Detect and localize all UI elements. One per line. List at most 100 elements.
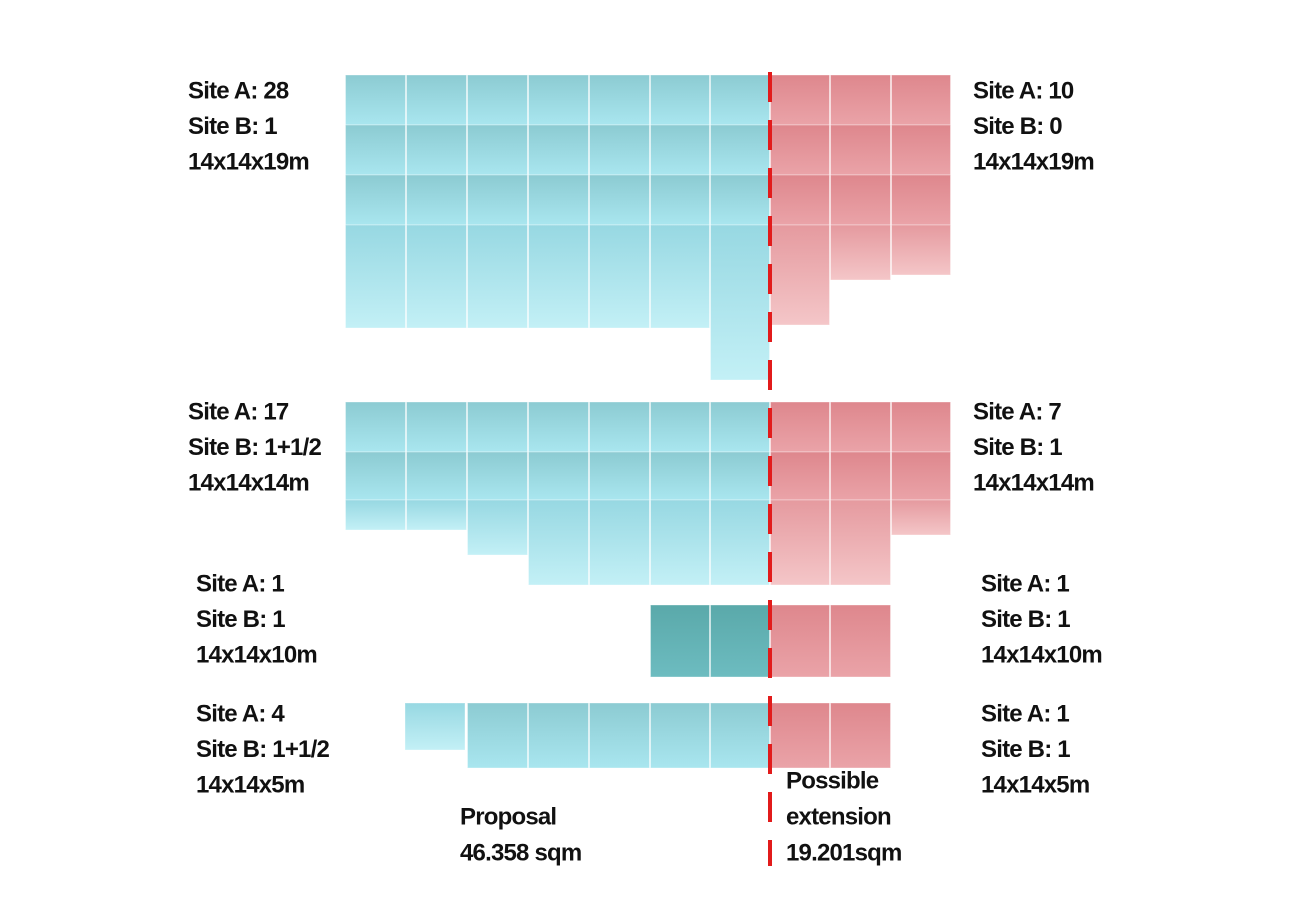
right-label: Site A: 1 <box>981 700 1069 727</box>
foam-block <box>589 702 650 769</box>
foam-block <box>770 499 830 586</box>
foam-block <box>528 74 589 126</box>
foam-block <box>650 224 710 329</box>
extension-label: Possible <box>786 767 879 794</box>
foam-block <box>528 224 589 329</box>
foam-block <box>830 224 891 281</box>
foam-block <box>528 499 589 586</box>
foam-block <box>891 451 951 501</box>
foam-block <box>830 451 891 501</box>
foam-block <box>710 124 770 176</box>
left-label: Site A: 4 <box>196 700 285 727</box>
extension-label: 19.201sqm <box>786 839 902 866</box>
foam-block <box>467 702 528 769</box>
foam-block <box>650 124 710 176</box>
foam-block <box>710 401 770 453</box>
foam-block <box>830 401 891 453</box>
foam-block <box>650 604 710 678</box>
foam-block <box>650 174 710 226</box>
foam-block <box>830 124 891 176</box>
foam-block <box>345 451 406 501</box>
foam-block <box>710 451 770 501</box>
foam-block <box>830 74 891 126</box>
foam-block <box>345 174 406 226</box>
left-label: 14x14x19m <box>188 148 309 175</box>
foam-block <box>710 74 770 126</box>
foam-block <box>589 74 650 126</box>
foam-block <box>345 401 406 453</box>
left-label: 14x14x14m <box>188 469 309 496</box>
foam-block <box>891 401 951 453</box>
foam-block <box>528 702 589 769</box>
foam-block <box>770 702 830 769</box>
left-label: Site B: 1+1/2 <box>196 736 329 763</box>
right-label: 14x14x19m <box>973 148 1094 175</box>
foam-block <box>710 702 770 769</box>
foam-block <box>406 174 467 226</box>
foam-block <box>710 224 770 381</box>
right-label: Site A: 1 <box>981 570 1069 597</box>
foam-block <box>770 401 830 453</box>
right-label: Site B: 1 <box>973 434 1062 461</box>
foam-block <box>770 174 830 226</box>
proposal-label: 46.358 sqm <box>460 839 581 866</box>
foam-block <box>650 451 710 501</box>
foam-block <box>770 451 830 501</box>
foam-block <box>589 499 650 586</box>
foam-block <box>467 499 528 556</box>
right-label: Site A: 7 <box>973 398 1061 425</box>
proposal-label: Proposal <box>460 803 556 830</box>
foam-block <box>650 702 710 769</box>
foam-block <box>891 499 951 536</box>
left-label: Site B: 1 <box>196 606 285 633</box>
foam-block <box>770 224 830 326</box>
right-label: 14x14x14m <box>973 469 1094 496</box>
foam-block <box>710 604 770 678</box>
foam-block <box>891 224 951 276</box>
foam-block <box>770 124 830 176</box>
left-label: Site A: 28 <box>188 77 289 104</box>
foam-block <box>467 124 528 176</box>
foam-block <box>467 174 528 226</box>
foam-block <box>589 401 650 453</box>
right-label: 14x14x10m <box>981 641 1102 668</box>
foam-block <box>830 174 891 226</box>
foam-block <box>589 451 650 501</box>
foam-block <box>404 702 466 751</box>
foam-block <box>770 74 830 126</box>
foam-block <box>467 451 528 501</box>
foam-block <box>830 499 891 586</box>
foam-block <box>891 124 951 176</box>
foam-block <box>345 224 406 329</box>
foam-block <box>406 224 467 329</box>
foam-block <box>650 74 710 126</box>
foam-block <box>406 451 467 501</box>
foam-block <box>710 174 770 226</box>
right-label: Site B: 1 <box>981 606 1070 633</box>
foam-block <box>406 124 467 176</box>
foam-block <box>345 74 406 126</box>
foam-block <box>589 124 650 176</box>
left-label: Site B: 1+1/2 <box>188 434 321 461</box>
foam-block <box>710 499 770 586</box>
foam-block <box>406 74 467 126</box>
foam-block <box>467 401 528 453</box>
foam-block <box>528 451 589 501</box>
foam-block <box>589 224 650 329</box>
foam-block <box>650 499 710 586</box>
left-label: 14x14x10m <box>196 641 317 668</box>
foam-block <box>891 174 951 226</box>
foam-block <box>891 74 951 126</box>
foam-block <box>830 702 891 769</box>
right-label: Site B: 1 <box>981 736 1070 763</box>
foam-block <box>345 499 406 531</box>
foam-block <box>830 604 891 678</box>
foam-block <box>467 74 528 126</box>
foam-blocks <box>345 74 951 769</box>
right-label: 14x14x5m <box>981 771 1089 798</box>
extension-label: extension <box>786 803 891 830</box>
foam-block <box>528 124 589 176</box>
foam-block <box>650 401 710 453</box>
right-label: Site A: 10 <box>973 77 1074 104</box>
foam-block <box>770 604 830 678</box>
